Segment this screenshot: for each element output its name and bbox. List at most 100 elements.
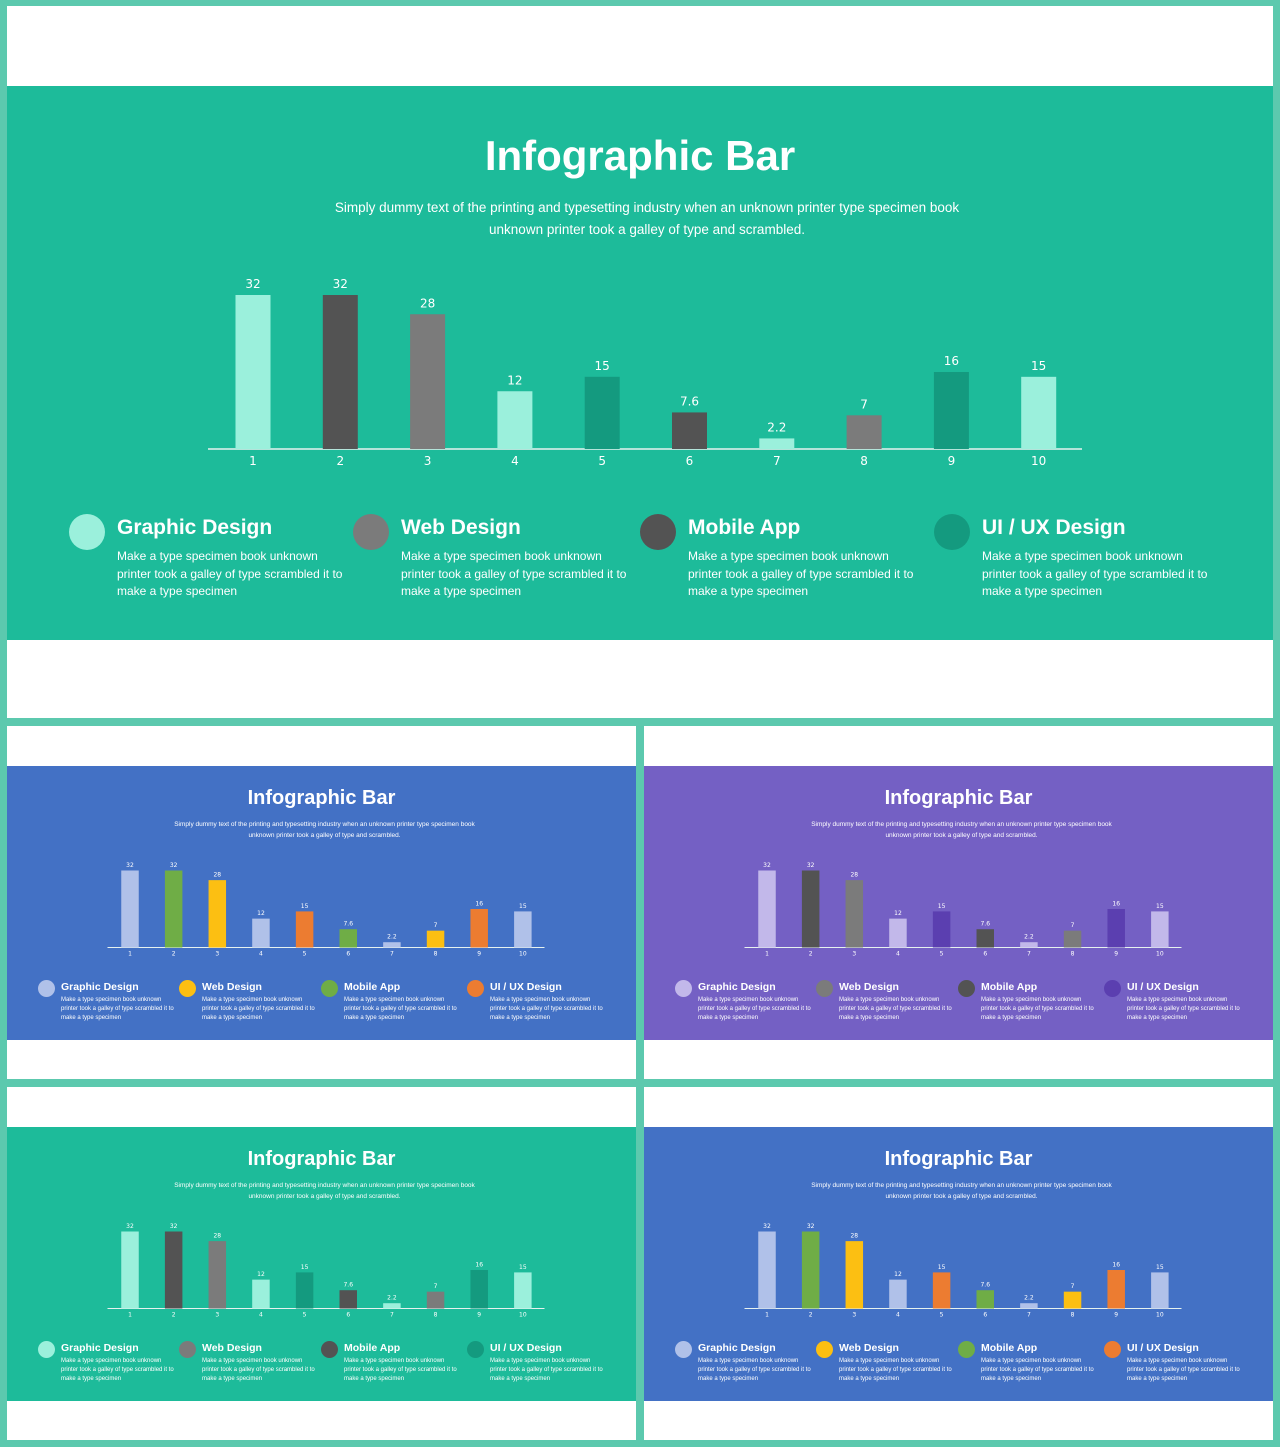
slide-title: Infographic Bar: [247, 1148, 396, 1170]
data-label-7: 2.2: [387, 1295, 397, 1302]
bar-1: [121, 1231, 139, 1309]
legend-item-graphic-design: Graphic Design Make a type specimen book…: [675, 1339, 820, 1389]
slide-preview-blue-alt[interactable]: Infographic Bar Simply dummy text of the…: [644, 1087, 1273, 1440]
bar-2: [801, 870, 820, 948]
legend-title: Web Design: [202, 981, 262, 993]
legend-title: Web Design: [839, 1342, 899, 1354]
legend-dot-graphic-design: [675, 980, 692, 997]
bar-9: [470, 1270, 488, 1309]
bar-chart: 32 1 32 2 28 3 12 4 15 5 7.6 6 2.2 7 7 8 16 9 15 10: [744, 862, 1182, 958]
bar-10: [1021, 376, 1057, 449]
tick-label-9: 9: [477, 951, 481, 958]
data-label-4: 12: [257, 1271, 265, 1278]
tick-label-2: 2: [172, 1312, 176, 1319]
data-label-9: 16: [944, 354, 959, 368]
tick-label-8: 8: [1071, 1312, 1075, 1319]
legend-item-web-design: Web Design Make a type specimen book unk…: [179, 978, 324, 1028]
tick-label-9: 9: [477, 1312, 481, 1319]
slide-subtitle: Simply dummy text of the printing and ty…: [174, 821, 475, 839]
legend-dot-ui-ux-design: [934, 514, 970, 550]
bar-7: [1020, 942, 1038, 948]
bar-1: [758, 870, 776, 948]
legend-title: UI / UX Design: [1127, 1342, 1199, 1354]
legend-description: Make a type specimen book unknown printe…: [1127, 997, 1240, 1021]
bar-3: [410, 314, 446, 449]
slide-preview-purple[interactable]: Infographic Bar Simply dummy text of the…: [644, 726, 1273, 1079]
legend-dot-mobile-app: [958, 1341, 975, 1358]
tick-label-2: 2: [336, 454, 344, 468]
legend-description: Make a type specimen book unknown printe…: [490, 997, 603, 1021]
tick-label-1: 1: [128, 1312, 132, 1319]
data-label-1: 32: [126, 862, 134, 869]
bar-chart: 32 1 32 2 28 3 12 4 15 5 7.6 6 2.2 7 7 8 16 9 15 10: [107, 862, 545, 958]
tick-label-6: 6: [983, 951, 987, 958]
slide-band: Infographic Bar Simply dummy text of the…: [7, 1127, 636, 1401]
bar-4: [889, 918, 907, 948]
bar-1: [121, 870, 139, 948]
data-label-1: 32: [245, 277, 260, 291]
legend-item-ui-ux-design: UI / UX Design Make a type specimen book…: [467, 978, 612, 1028]
legend-item-graphic-design: Graphic Design Make a type specimen book…: [38, 978, 183, 1028]
bar-10: [1151, 1272, 1169, 1309]
bar-8: [1063, 1291, 1082, 1309]
bar-3: [845, 1241, 864, 1309]
legend-description: Make a type specimen book unknown printe…: [61, 1358, 174, 1382]
tick-label-6: 6: [346, 1312, 350, 1319]
legend-title: UI / UX Design: [982, 516, 1126, 539]
tick-label-1: 1: [765, 1312, 769, 1319]
data-label-2: 32: [807, 862, 815, 869]
tick-label-6: 6: [346, 951, 350, 958]
data-label-5: 15: [301, 903, 309, 910]
bar-6: [976, 929, 994, 948]
tick-label-1: 1: [249, 454, 257, 468]
tick-label-8: 8: [434, 1312, 438, 1319]
tick-label-8: 8: [1071, 951, 1075, 958]
legend-item-graphic-design: Graphic Design Make a type specimen book…: [69, 514, 359, 614]
legend-description: Make a type specimen book unknown printe…: [344, 997, 457, 1021]
data-label-10: 15: [1156, 1264, 1164, 1271]
legend-dot-graphic-design: [38, 1341, 55, 1358]
data-label-1: 32: [126, 1223, 134, 1230]
legend-description: Make a type specimen book unknown printe…: [117, 549, 343, 598]
data-label-10: 15: [519, 903, 527, 910]
tick-label-10: 10: [519, 951, 527, 958]
legend-title: Mobile App: [981, 1342, 1038, 1354]
legend-dot-ui-ux-design: [1104, 980, 1121, 997]
tick-label-1: 1: [765, 951, 769, 958]
bar-5: [584, 376, 620, 449]
bar-6: [976, 1290, 994, 1309]
bar-6: [339, 929, 357, 948]
data-label-7: 2.2: [767, 420, 786, 434]
legend-item-web-design: Web Design Make a type specimen book unk…: [353, 514, 643, 614]
bar-1: [758, 1231, 776, 1309]
data-label-2: 32: [807, 1223, 815, 1230]
tick-label-3: 3: [852, 951, 856, 958]
bar-4: [252, 1279, 270, 1309]
data-label-8: 7: [434, 922, 438, 929]
bar-9: [933, 372, 969, 449]
bar-2: [801, 1231, 820, 1309]
tick-label-3: 3: [424, 454, 432, 468]
slide-preview-green[interactable]: Infographic Bar Simply dummy text of the…: [7, 1087, 636, 1440]
tick-label-6: 6: [983, 1312, 987, 1319]
bar-7: [383, 1303, 401, 1309]
bar-8: [426, 930, 445, 948]
slide-preview-blue[interactable]: Infographic Bar Simply dummy text of the…: [7, 726, 636, 1079]
tick-label-4: 4: [511, 454, 519, 468]
tick-label-5: 5: [940, 1312, 944, 1319]
data-label-5: 15: [938, 1264, 946, 1271]
data-label-4: 12: [894, 910, 902, 917]
tick-label-2: 2: [809, 951, 813, 958]
bar-10: [514, 911, 532, 948]
data-label-6: 7.6: [680, 394, 699, 408]
data-label-5: 15: [301, 1264, 309, 1271]
legend-dot-graphic-design: [38, 980, 55, 997]
legend-description: Make a type specimen book unknown printe…: [981, 1358, 1094, 1382]
slide-preview-main[interactable]: Infographic Bar Simply dummy text of the…: [7, 6, 1273, 718]
legend-dot-web-design: [816, 1341, 833, 1358]
legend-description: Make a type specimen book unknown printe…: [698, 997, 811, 1021]
tick-label-5: 5: [303, 951, 307, 958]
slide-title: Infographic Bar: [247, 787, 396, 809]
tick-label-7: 7: [1027, 1312, 1031, 1319]
data-label-9: 16: [475, 1262, 483, 1269]
